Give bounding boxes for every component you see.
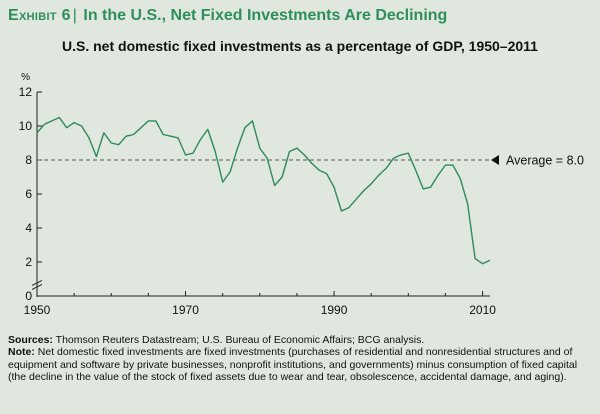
y-tick-label: 4 [25,221,32,235]
x-tick-label: 1950 [24,303,51,317]
chart-subtitle: U.S. net domestic fixed investments as a… [62,38,538,54]
axis-break-mark [31,279,43,286]
y-tick-label: 8 [25,153,32,167]
line-chart: 0 2 4 6 8 10 12% 1950 1970 1990 2010 Average = 8.0 [19,72,584,317]
sources-line: Sources: Thomson Reuters Datastream; U.S… [8,334,588,346]
exhibit-separator: | [72,7,77,24]
exhibit-title: In the U.S., Net Fixed Investments Are D… [83,7,448,24]
y-tick-label: 0 [25,289,32,303]
x-tick-label: 2010 [469,303,496,317]
y-axis-unit-label: % [21,72,30,83]
source-notes: Sources: Thomson Reuters Datastream; U.S… [8,334,588,383]
x-tick-label: 1990 [321,303,348,317]
average-marker-arrow [491,155,499,165]
sources-label: Sources: [8,334,53,346]
note-text: Net domestic fixed investments are fixed… [8,346,578,383]
y-tick-label: 12 [19,85,33,99]
y-tick-label: 10 [19,119,33,133]
sources-text: Thomson Reuters Datastream; U.S. Bureau … [55,334,425,346]
average-label: Average = 8.0 [506,154,584,168]
note-label: Note: [8,346,35,359]
exhibit-label: Exhibit 6 [8,7,71,24]
y-tick-label: 6 [25,187,32,201]
investment-series-line [36,116,491,265]
note-line: Note: Net domestic fixed investments are… [8,346,588,383]
x-tick-label: 1970 [172,303,199,317]
axis-break-mark [31,283,43,290]
exhibit-heading: Exhibit 6 | In the U.S., Net Fixed Invest… [8,7,447,25]
y-tick-label: 2 [25,255,32,269]
